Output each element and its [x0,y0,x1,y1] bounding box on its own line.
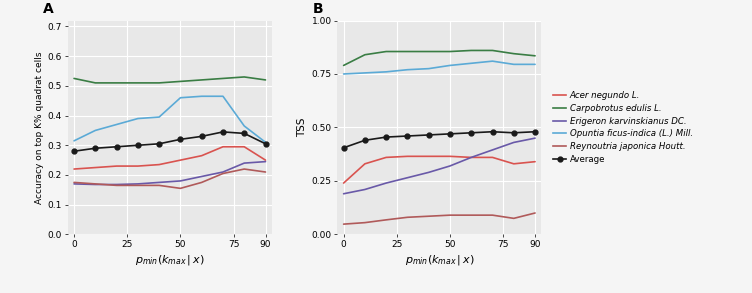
Y-axis label: TSS: TSS [297,118,308,137]
Text: B: B [313,2,323,16]
X-axis label: $p_{min}(k_{max}\,|\,x)$: $p_{min}(k_{max}\,|\,x)$ [405,253,474,267]
Legend: Acer negundo L., Carpobrotus edulis L., Erigeron karvinskianus DC., Opuntia ficu: Acer negundo L., Carpobrotus edulis L., … [550,87,696,168]
X-axis label: $p_{min}(k_{max}\,|\,x)$: $p_{min}(k_{max}\,|\,x)$ [135,253,205,267]
Y-axis label: Accuracy on top K% quadrat cells: Accuracy on top K% quadrat cells [35,51,44,204]
Text: A: A [43,2,54,16]
